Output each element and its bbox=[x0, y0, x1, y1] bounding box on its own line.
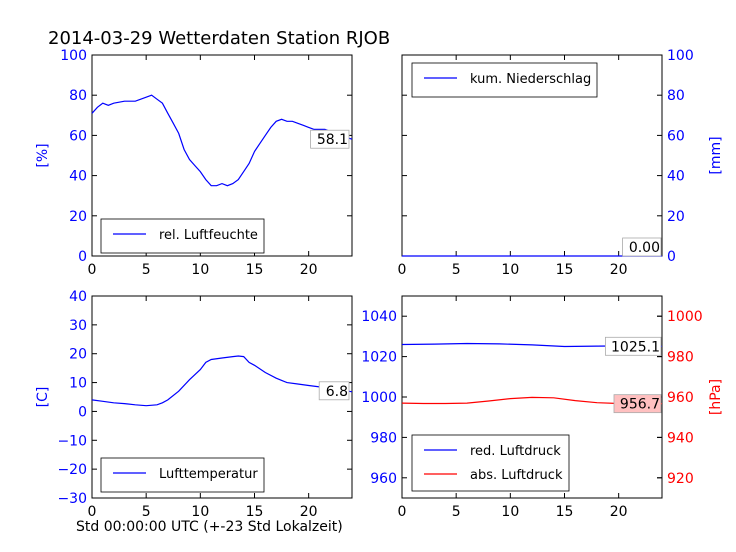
y-tick-label: 30 bbox=[69, 318, 87, 334]
value-annotation-box bbox=[318, 381, 350, 401]
y-tick-label: 0 bbox=[78, 404, 87, 420]
legend-entry: Lufttemperatur bbox=[159, 467, 258, 482]
x-tick-label: 5 bbox=[452, 504, 461, 520]
y-tick-label: 40 bbox=[667, 169, 685, 185]
x-tick-label: 15 bbox=[246, 504, 264, 520]
x-tick-label: 10 bbox=[191, 262, 209, 278]
x-tick-label: 15 bbox=[556, 504, 574, 520]
y-axis-label: [mm] bbox=[708, 136, 724, 174]
x-tick-label: 20 bbox=[300, 504, 318, 520]
value-annotation: 956.7 bbox=[620, 397, 660, 413]
x-tick-label: 5 bbox=[452, 262, 461, 278]
x-tick-label: 5 bbox=[142, 504, 151, 520]
y2-tick-label: 940 bbox=[667, 430, 694, 446]
value-annotation: 1025.1 bbox=[611, 339, 660, 355]
y-tick-label: 20 bbox=[667, 209, 685, 225]
common-x-label: Std 00:00:00 UTC (+-23 Std Lokalzeit) bbox=[76, 519, 343, 535]
y-tick-label: 20 bbox=[69, 209, 87, 225]
y-tick-label: 60 bbox=[69, 128, 87, 144]
y-tick-label: −10 bbox=[57, 433, 87, 449]
value-annotation-box bbox=[310, 129, 350, 149]
y-tick-label: 960 bbox=[370, 471, 397, 487]
y-tick-label: 1000 bbox=[361, 390, 397, 406]
y2-tick-label: 1000 bbox=[667, 309, 703, 325]
legend-box bbox=[100, 457, 265, 493]
y-axis-label: [C] bbox=[35, 387, 51, 408]
y-tick-label: 0 bbox=[667, 249, 676, 265]
y-tick-label: 1040 bbox=[361, 309, 397, 325]
panel-precip: 0 5 10 15 20 0 20 40 60 80 100 [mm] 0.00 kum. Nieders… bbox=[398, 48, 724, 278]
legend-box bbox=[411, 62, 598, 98]
x-tick-label: 15 bbox=[556, 262, 574, 278]
value-annotation-box bbox=[605, 336, 662, 356]
y-tick-label: 20 bbox=[69, 347, 87, 363]
y-tick-label: 0 bbox=[78, 249, 87, 265]
x-tick-label: 0 bbox=[398, 262, 407, 278]
x-tick-label: 0 bbox=[88, 504, 97, 520]
panel-temperature: 0 5 10 15 20 −30 −20 −10 0 10 20 30 40 [C] 6.8 Lufttemp… bbox=[35, 289, 353, 520]
legend-box bbox=[411, 434, 570, 492]
x-tick-label: 10 bbox=[501, 262, 519, 278]
value-annotation: 6.8 bbox=[326, 384, 348, 400]
value-annotation-box bbox=[613, 394, 662, 414]
y-tick-label: 40 bbox=[69, 289, 87, 305]
plot-frame bbox=[91, 54, 353, 257]
legend-box bbox=[100, 218, 265, 254]
y-tick-label: 80 bbox=[69, 88, 87, 104]
x-tick-label: 20 bbox=[610, 504, 628, 520]
y-axis-label: [%] bbox=[35, 143, 51, 167]
y2-tick-label: 980 bbox=[667, 350, 694, 366]
value-annotation: 58.1 bbox=[317, 132, 348, 148]
legend-entry: kum. Niederschlag bbox=[470, 72, 591, 87]
y-tick-label: 40 bbox=[69, 169, 87, 185]
y-tick-label: −30 bbox=[57, 491, 87, 507]
legend-entry: rel. Luftfeuchte bbox=[159, 228, 258, 243]
panel-humidity: 0 5 10 15 20 0 20 40 60 80 100 [%] 58.1 rel. Luftfeuc… bbox=[35, 48, 353, 278]
y-axis-label: [hPa] bbox=[708, 379, 724, 415]
series-line bbox=[91, 94, 353, 187]
y-tick-label: 100 bbox=[667, 48, 694, 64]
x-tick-label: 10 bbox=[191, 504, 209, 520]
y2-tick-label: 960 bbox=[667, 390, 694, 406]
x-tick-label: 20 bbox=[610, 262, 628, 278]
y-tick-label: −20 bbox=[57, 462, 87, 478]
y-tick-label: 1020 bbox=[361, 350, 397, 366]
x-tick-label: 0 bbox=[398, 504, 407, 520]
value-annotation: 0.00 bbox=[629, 240, 660, 256]
x-tick-label: 0 bbox=[88, 262, 97, 278]
plot-frame bbox=[91, 295, 353, 499]
panel-pressure: 0 5 10 15 20 960 980 1000 1020 1040 920 940 960 980 10… bbox=[361, 295, 724, 520]
y-tick-label: 100 bbox=[60, 48, 87, 64]
legend-entry: red. Luftdruck bbox=[470, 444, 561, 459]
x-tick-label: 10 bbox=[501, 504, 519, 520]
y-tick-label: 10 bbox=[69, 376, 87, 392]
x-tick-label: 15 bbox=[246, 262, 264, 278]
y-tick-label: 980 bbox=[370, 430, 397, 446]
series-line bbox=[91, 355, 353, 407]
x-tick-label: 20 bbox=[300, 262, 318, 278]
y-tick-label: 60 bbox=[667, 128, 685, 144]
value-annotation-box bbox=[622, 237, 662, 257]
y2-tick-label: 920 bbox=[667, 471, 694, 487]
x-tick-label: 5 bbox=[142, 262, 151, 278]
figure-title: 2014-03-29 Wetterdaten Station RJOB bbox=[48, 28, 390, 49]
legend-entry: abs. Luftdruck bbox=[470, 468, 563, 483]
y-tick-label: 80 bbox=[667, 88, 685, 104]
